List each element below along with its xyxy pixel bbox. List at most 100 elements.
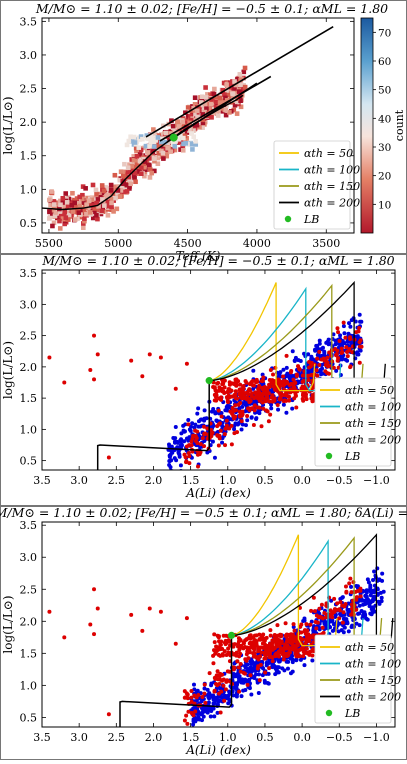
heatmap-cell	[92, 209, 97, 215]
heatmap-cell	[152, 156, 157, 161]
data-point-red	[273, 639, 278, 644]
x-tick-label: 1.5	[182, 731, 200, 744]
data-point-red	[279, 391, 284, 396]
heatmap-cell	[105, 199, 111, 205]
heatmap-cell	[183, 110, 188, 116]
data-point-blue	[336, 629, 341, 634]
heatmap-cell	[72, 200, 77, 206]
data-point-red	[222, 432, 227, 437]
heatmap-cell	[136, 169, 141, 174]
data-point-blue	[179, 431, 184, 436]
data-point-blue	[353, 341, 358, 346]
heatmap-cells	[42, 26, 334, 231]
heatmap-cell	[147, 144, 152, 149]
data-point-red	[298, 635, 303, 640]
heatmap-cell	[80, 192, 85, 198]
scatter-points	[47, 280, 386, 470]
data-point-red	[297, 367, 302, 372]
heatmap-cell	[59, 209, 65, 214]
x-tick-label: −0.5	[326, 474, 353, 487]
x-tick-label: 0.0	[293, 731, 311, 744]
data-point-red	[225, 390, 230, 395]
heatmap-cell	[122, 161, 127, 167]
heatmap-cell	[64, 204, 70, 209]
data-point-red	[347, 581, 352, 586]
data-point-blue	[364, 616, 369, 621]
heatmap-cell	[188, 117, 194, 123]
heatmap-cell	[237, 72, 243, 77]
data-point-blue	[249, 661, 254, 666]
data-point-red	[267, 382, 272, 387]
data-point-red	[236, 639, 241, 644]
data-point-blue	[264, 660, 269, 665]
data-point-red	[301, 391, 306, 396]
data-point-red	[343, 584, 348, 589]
data-point-red	[270, 647, 275, 652]
data-point-blue	[231, 693, 236, 698]
data-point-red	[314, 368, 319, 373]
data-point-red	[219, 414, 224, 419]
data-point-red	[219, 639, 224, 644]
data-point-red	[319, 602, 324, 607]
data-point-red	[356, 329, 361, 334]
data-point-blue	[294, 658, 299, 663]
data-point-red	[281, 381, 286, 386]
data-point-red	[195, 452, 200, 457]
data-point-red	[324, 614, 329, 619]
data-point-red	[336, 355, 341, 360]
heatmap-cell	[94, 200, 99, 206]
heatmap-cell	[134, 153, 140, 159]
heatmap-cell	[70, 190, 75, 196]
data-point-blue	[226, 697, 231, 702]
data-point-red	[203, 700, 208, 705]
heatmap-cell	[124, 189, 130, 194]
heatmap-cell	[192, 111, 198, 117]
data-point-red	[262, 384, 267, 389]
y-tick-label: 2.5	[20, 330, 38, 343]
data-point-red	[357, 325, 362, 330]
data-point-red	[325, 355, 330, 360]
data-point-blue	[343, 357, 348, 362]
heatmap-cell	[215, 113, 221, 118]
data-point-red	[182, 718, 187, 723]
heatmap-cell	[81, 200, 86, 206]
x-tick-label: 3500	[312, 237, 340, 250]
data-point-red	[254, 633, 259, 638]
data-point-red	[261, 375, 266, 380]
heatmap-cell	[92, 206, 98, 211]
data-point-red	[235, 659, 240, 664]
data-point-blue	[198, 417, 203, 422]
data-point-blue	[284, 374, 289, 379]
heatmap-cell	[50, 207, 56, 213]
x-tick-label: 5500	[35, 237, 63, 250]
data-point-red	[320, 616, 325, 621]
data-point-blue	[320, 345, 325, 350]
data-point-blue	[350, 623, 355, 628]
heatmap-cell	[108, 187, 114, 193]
data-point-red	[218, 677, 223, 682]
data-point-red	[246, 392, 251, 397]
data-point-blue	[380, 571, 385, 576]
heatmap-cell	[160, 150, 166, 156]
rgb-line	[159, 75, 272, 142]
heatmap-cell	[151, 144, 157, 149]
data-point-red	[202, 424, 207, 429]
data-point-blue	[317, 627, 322, 632]
data-point-blue	[281, 402, 286, 407]
data-point-red	[106, 712, 111, 717]
data-point-red	[218, 710, 223, 715]
data-point-red	[294, 654, 299, 659]
data-point-blue	[178, 463, 183, 468]
heatmap-cell	[75, 208, 81, 213]
heatmap-cell	[235, 76, 240, 82]
heatmap-cell	[131, 134, 137, 140]
heatmap-cell	[120, 181, 126, 186]
data-point-red	[271, 384, 276, 389]
heatmap-cell	[51, 202, 57, 207]
data-point-red	[238, 382, 243, 387]
data-point-blue	[241, 688, 246, 693]
data-point-red	[268, 633, 273, 638]
y-tick-label: 0.5	[20, 455, 38, 468]
heatmap-cell	[191, 128, 196, 133]
heatmap-cell	[209, 115, 214, 120]
